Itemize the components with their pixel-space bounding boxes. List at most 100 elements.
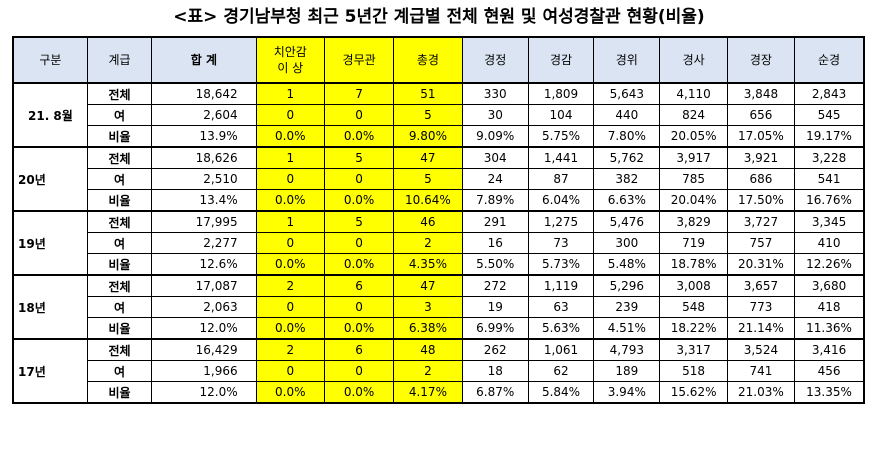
value-cell: 0 xyxy=(255,296,325,318)
value-cell: 17.50% xyxy=(726,189,796,212)
value-cell: 6.04% xyxy=(527,189,595,212)
category-cell: 여 xyxy=(86,168,153,190)
value-cell: 0 xyxy=(323,296,395,318)
category-cell: 전체 xyxy=(86,338,153,361)
table-row: 비율 12.0% 0.0% 0.0% 4.17% 6.87% 5.84% 3.94% 15.62… xyxy=(13,381,865,404)
value-cell: 2,604 xyxy=(151,104,257,126)
value-cell: 410 xyxy=(794,232,865,254)
value-cell: 545 xyxy=(794,104,865,126)
value-cell: 518 xyxy=(659,360,728,382)
value-cell: 12.0% xyxy=(151,381,257,404)
value-cell: 46 xyxy=(393,210,463,233)
value-cell: 0.0% xyxy=(323,317,395,340)
value-cell: 4,110 xyxy=(659,82,728,105)
value-cell: 189 xyxy=(593,360,661,382)
table-body: 21. 8월 전체 18,642 1 7 51 330 1,809 5,643 4,110 3,84… xyxy=(12,82,865,404)
value-cell: 5 xyxy=(323,210,395,233)
value-cell: 7.80% xyxy=(593,125,661,148)
value-cell: 104 xyxy=(527,104,595,126)
table-row: 여 2,277 0 0 2 16 73 300 719 757 410 xyxy=(13,232,865,254)
table-row: 20년 전체 18,626 1 5 47 304 1,441 5,762 3,917 3,921 3,… xyxy=(12,146,865,212)
value-cell: 87 xyxy=(527,168,595,190)
header-gyeongjang: 경장 xyxy=(726,36,796,84)
value-cell: 15.62% xyxy=(659,381,728,404)
value-cell: 7.89% xyxy=(461,189,529,212)
header-gyeongjeong: 경정 xyxy=(461,36,529,84)
value-cell: 719 xyxy=(659,232,728,254)
value-cell: 17.05% xyxy=(726,125,796,148)
value-cell: 824 xyxy=(659,104,728,126)
category-cell: 비율 xyxy=(86,189,153,212)
value-cell: 262 xyxy=(461,338,529,361)
value-cell: 1 xyxy=(255,146,325,169)
value-cell: 4.17% xyxy=(393,381,463,404)
value-cell: 5 xyxy=(393,168,463,190)
value-cell: 0.0% xyxy=(255,381,325,404)
value-cell: 4.51% xyxy=(593,317,661,340)
value-cell: 19.17% xyxy=(794,125,865,148)
value-cell: 6.38% xyxy=(393,317,463,340)
value-cell: 1,061 xyxy=(527,338,595,361)
value-cell: 16,429 xyxy=(151,338,257,361)
value-cell: 3 xyxy=(393,296,463,318)
value-cell: 20.04% xyxy=(659,189,728,212)
value-cell: 0 xyxy=(323,168,395,190)
value-cell: 382 xyxy=(593,168,661,190)
value-cell: 5,296 xyxy=(593,274,661,297)
value-cell: 4,793 xyxy=(593,338,661,361)
value-cell: 18,642 xyxy=(151,82,257,105)
value-cell: 30 xyxy=(461,104,529,126)
year-cell: 18년 xyxy=(12,274,88,340)
year-cell: 19년 xyxy=(12,210,88,276)
value-cell: 63 xyxy=(527,296,595,318)
value-cell: 13.4% xyxy=(151,189,257,212)
value-cell: 3,228 xyxy=(794,146,865,169)
header-chief-line2: 이 상 xyxy=(277,61,304,75)
value-cell: 3,416 xyxy=(794,338,865,361)
value-cell: 3,917 xyxy=(659,146,728,169)
value-cell: 2 xyxy=(255,338,325,361)
value-cell: 12.26% xyxy=(794,253,865,276)
value-cell: 0.0% xyxy=(255,189,325,212)
value-cell: 6 xyxy=(323,338,395,361)
header-rank: 계급 xyxy=(86,36,153,84)
value-cell: 2 xyxy=(393,232,463,254)
value-cell: 13.35% xyxy=(794,381,865,404)
value-cell: 12.0% xyxy=(151,317,257,340)
value-cell: 20.05% xyxy=(659,125,728,148)
value-cell: 0.0% xyxy=(323,189,395,212)
value-cell: 19 xyxy=(461,296,529,318)
value-cell: 5 xyxy=(393,104,463,126)
category-cell: 전체 xyxy=(86,274,153,297)
value-cell: 1,275 xyxy=(527,210,595,233)
value-cell: 21.14% xyxy=(726,317,796,340)
value-cell: 17,087 xyxy=(151,274,257,297)
value-cell: 5.73% xyxy=(527,253,595,276)
value-cell: 272 xyxy=(461,274,529,297)
value-cell: 440 xyxy=(593,104,661,126)
table-row: 여 2,510 0 0 5 24 87 382 785 686 541 xyxy=(13,168,865,190)
value-cell: 47 xyxy=(393,274,463,297)
value-cell: 2,843 xyxy=(794,82,865,105)
value-cell: 48 xyxy=(393,338,463,361)
value-cell: 330 xyxy=(461,82,529,105)
value-cell: 3.94% xyxy=(593,381,661,404)
category-cell: 여 xyxy=(86,360,153,382)
value-cell: 3,524 xyxy=(726,338,796,361)
value-cell: 12.6% xyxy=(151,253,257,276)
value-cell: 0.0% xyxy=(255,125,325,148)
value-cell: 13.9% xyxy=(151,125,257,148)
table-row: 여 2,063 0 0 3 19 63 239 548 773 418 xyxy=(13,296,865,318)
value-cell: 3,657 xyxy=(726,274,796,297)
table-row: 비율 13.4% 0.0% 0.0% 10.64% 7.89% 6.04% 6.63% 20.0… xyxy=(13,189,865,212)
police-rank-table: 구분 계급 합 계 치안감 이 상 경무관 총경 경정 경감 경위 경사 경장 … xyxy=(12,36,865,404)
category-cell: 비율 xyxy=(86,317,153,340)
header-gyeongwi: 경위 xyxy=(593,36,661,84)
value-cell: 3,680 xyxy=(794,274,865,297)
value-cell: 741 xyxy=(726,360,796,382)
value-cell: 0 xyxy=(323,104,395,126)
value-cell: 6 xyxy=(323,274,395,297)
value-cell: 2,277 xyxy=(151,232,257,254)
value-cell: 6.87% xyxy=(461,381,529,404)
value-cell: 16 xyxy=(461,232,529,254)
